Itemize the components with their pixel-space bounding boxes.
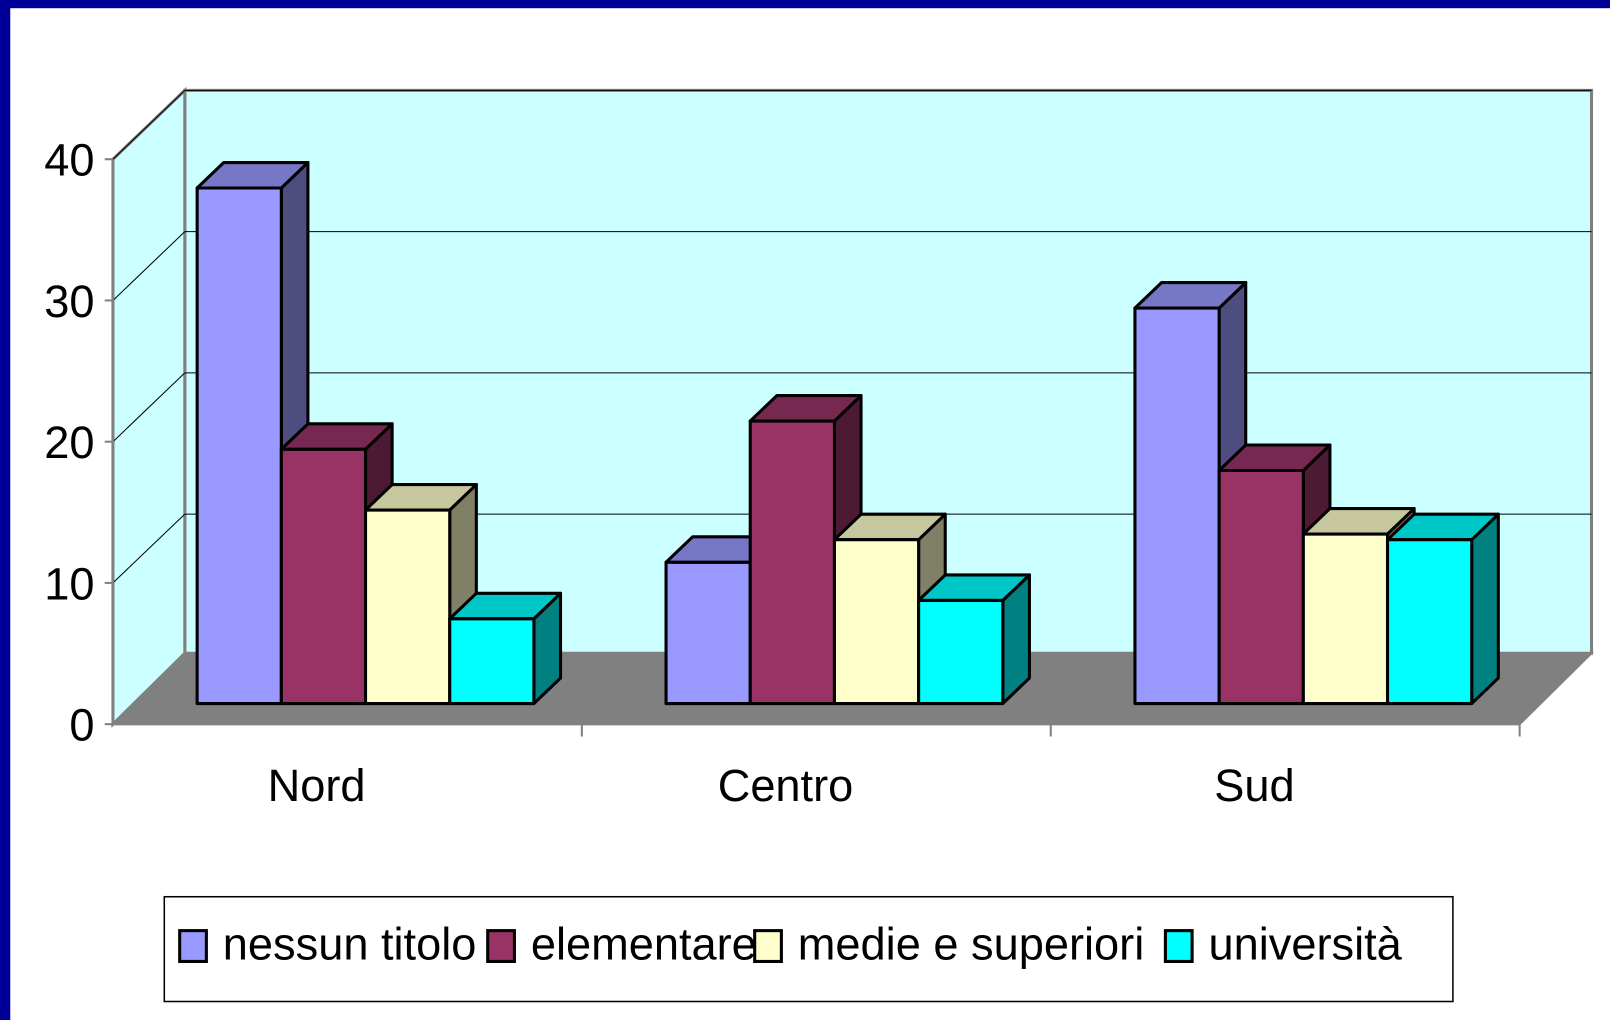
bar-front [917,598,1005,706]
bar-front [832,538,921,706]
legend-label: università [1209,918,1403,969]
grid-line [112,231,186,301]
bar-front [195,186,283,706]
x-tick-label: Sud [1214,760,1294,811]
bar-front [748,419,836,706]
bar-front [1385,538,1474,706]
bar [448,591,563,706]
bar [1385,512,1500,706]
grid-line [112,372,186,443]
bar-front [1217,468,1305,706]
legend-label: nessun titolo [223,918,477,969]
x-tick-label: Nord [268,760,366,811]
bar-side [1470,512,1500,706]
legend-swatch [753,929,783,963]
bar-front [279,447,368,706]
grid-line [112,90,186,160]
bar [363,483,478,706]
bar-front [1301,532,1390,706]
bar-front [448,617,536,706]
legend-box [163,895,1454,1003]
legend-label: elementare [531,918,757,969]
legend-label: medie e superiori [798,918,1144,969]
bar-front [664,560,752,706]
bar-front [363,508,452,706]
bar [917,573,1031,706]
grid-line [112,513,186,584]
legend-swatch [486,929,516,963]
y-tick-label: 40 [44,135,94,186]
legend-swatch [1163,929,1194,963]
y-tick-label: 0 [69,700,94,751]
y-tick-label: 10 [44,558,94,609]
x-tick-label: Centro [718,760,854,811]
legend-swatch [178,929,208,963]
y-tick-label: 30 [44,276,94,327]
y-tick-label: 20 [44,417,94,468]
bar-front [1133,306,1221,706]
